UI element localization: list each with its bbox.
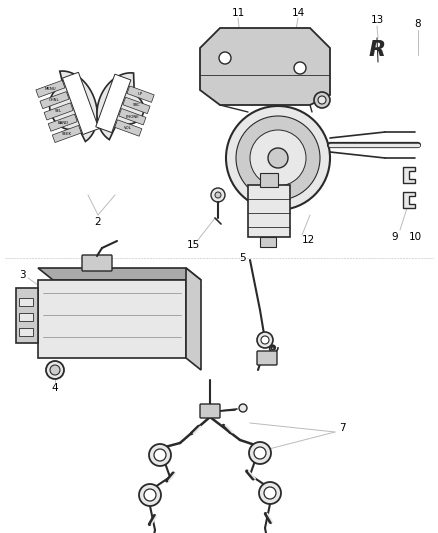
Polygon shape bbox=[44, 103, 73, 120]
Text: 5: 5 bbox=[240, 253, 246, 263]
Polygon shape bbox=[186, 268, 201, 370]
Circle shape bbox=[154, 449, 166, 461]
Circle shape bbox=[144, 489, 156, 501]
Circle shape bbox=[215, 192, 221, 198]
Text: SEL: SEL bbox=[55, 109, 62, 114]
Circle shape bbox=[268, 148, 288, 168]
Circle shape bbox=[259, 482, 281, 504]
Text: 3: 3 bbox=[19, 270, 25, 280]
Text: 10: 10 bbox=[409, 232, 421, 242]
Text: BAND: BAND bbox=[57, 120, 68, 125]
Circle shape bbox=[254, 447, 266, 459]
Polygon shape bbox=[36, 80, 65, 98]
Text: 9: 9 bbox=[392, 232, 398, 242]
Circle shape bbox=[264, 487, 276, 499]
Polygon shape bbox=[127, 86, 154, 102]
FancyBboxPatch shape bbox=[19, 298, 33, 306]
Circle shape bbox=[318, 96, 326, 104]
Circle shape bbox=[239, 404, 247, 412]
Circle shape bbox=[226, 106, 330, 210]
Polygon shape bbox=[63, 72, 99, 134]
Polygon shape bbox=[16, 288, 38, 343]
Text: SEEK: SEEK bbox=[62, 132, 72, 136]
Text: 15: 15 bbox=[187, 240, 200, 250]
FancyBboxPatch shape bbox=[19, 313, 33, 321]
Circle shape bbox=[46, 361, 64, 379]
Circle shape bbox=[314, 92, 330, 108]
Polygon shape bbox=[123, 97, 150, 114]
Circle shape bbox=[249, 442, 271, 464]
FancyBboxPatch shape bbox=[260, 237, 276, 247]
Circle shape bbox=[149, 444, 171, 466]
Text: CHNL: CHNL bbox=[49, 98, 60, 102]
Circle shape bbox=[236, 116, 320, 200]
Text: R: R bbox=[368, 40, 385, 60]
Polygon shape bbox=[52, 125, 81, 142]
FancyBboxPatch shape bbox=[200, 404, 220, 418]
Polygon shape bbox=[40, 92, 69, 109]
Polygon shape bbox=[97, 73, 144, 140]
Text: 7: 7 bbox=[339, 423, 345, 433]
Circle shape bbox=[219, 52, 231, 64]
Text: PHONE: PHONE bbox=[126, 115, 139, 119]
Polygon shape bbox=[49, 71, 97, 141]
Text: 13: 13 bbox=[371, 15, 384, 25]
Polygon shape bbox=[200, 28, 330, 105]
Polygon shape bbox=[403, 192, 415, 208]
Circle shape bbox=[294, 62, 306, 74]
FancyBboxPatch shape bbox=[260, 173, 278, 187]
Text: 2: 2 bbox=[95, 217, 101, 227]
Polygon shape bbox=[119, 109, 146, 125]
FancyBboxPatch shape bbox=[19, 328, 33, 336]
Polygon shape bbox=[38, 280, 186, 358]
Circle shape bbox=[261, 336, 269, 344]
Text: 11: 11 bbox=[231, 8, 245, 18]
Text: UP: UP bbox=[138, 92, 143, 96]
Circle shape bbox=[250, 130, 306, 186]
FancyBboxPatch shape bbox=[82, 255, 112, 271]
FancyBboxPatch shape bbox=[248, 185, 290, 237]
Polygon shape bbox=[115, 120, 142, 136]
Text: 12: 12 bbox=[301, 235, 314, 245]
Circle shape bbox=[50, 365, 60, 375]
Text: MENU: MENU bbox=[45, 87, 56, 91]
Text: 4: 4 bbox=[52, 383, 58, 393]
Text: VOL: VOL bbox=[124, 126, 132, 130]
Circle shape bbox=[211, 188, 225, 202]
Polygon shape bbox=[96, 74, 131, 133]
Text: SRC: SRC bbox=[133, 103, 140, 108]
Text: 8: 8 bbox=[415, 19, 421, 29]
FancyBboxPatch shape bbox=[257, 351, 277, 365]
Text: 14: 14 bbox=[291, 8, 304, 18]
Polygon shape bbox=[403, 167, 415, 183]
Polygon shape bbox=[48, 114, 77, 131]
Circle shape bbox=[139, 484, 161, 506]
Polygon shape bbox=[38, 268, 201, 280]
Circle shape bbox=[257, 332, 273, 348]
